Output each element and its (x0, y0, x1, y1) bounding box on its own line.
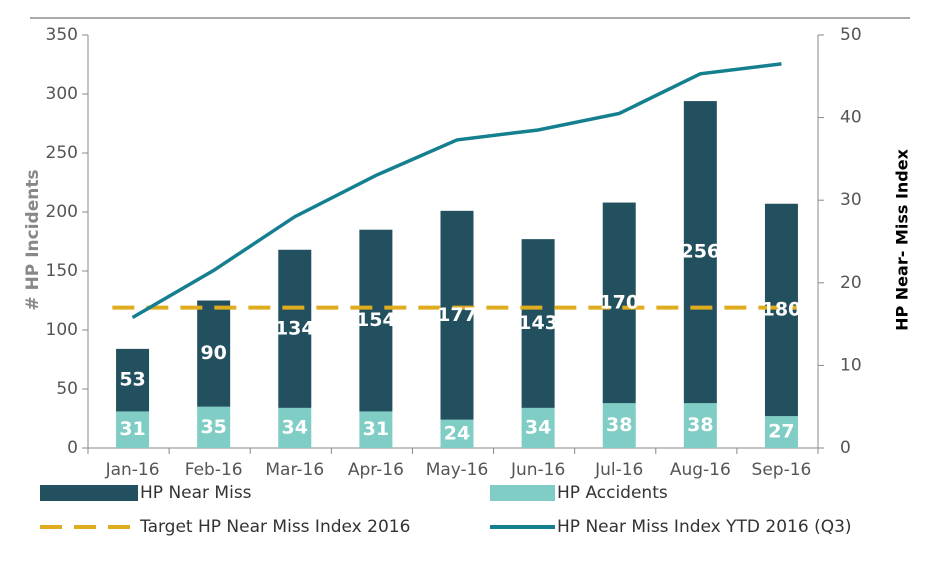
bar-segment (116, 411, 150, 448)
y2-axis-title: HP Near- Miss Index (893, 148, 912, 331)
data-label: 31 (119, 418, 145, 440)
y-tick-label: 100 (46, 320, 78, 340)
bar-segment (359, 229, 393, 412)
x-tick-label: Feb-16 (185, 460, 243, 480)
data-label: 177 (437, 304, 477, 326)
y2-tick-label: 0 (840, 438, 851, 458)
data-label: 31 (363, 418, 389, 440)
data-label: 38 (606, 414, 632, 436)
x-tick-label: Jun-16 (510, 460, 565, 480)
bar-segment (521, 239, 555, 408)
y2-tick-label: 30 (840, 190, 862, 210)
bar-segment (440, 419, 474, 448)
x-tick-label: Apr-16 (348, 460, 404, 480)
data-label: 90 (200, 342, 226, 364)
x-tick-label: Aug-16 (670, 460, 731, 480)
data-label: 34 (525, 416, 551, 438)
data-label: 170 (599, 291, 639, 313)
bar-segment (278, 407, 312, 448)
bar-segment (359, 411, 393, 448)
data-label: 143 (518, 312, 558, 334)
data-label: 256 (680, 241, 720, 263)
y2-tick-label: 50 (840, 25, 862, 45)
legend-label: HP Accidents (557, 483, 668, 503)
y-tick-label: 150 (46, 261, 78, 281)
x-tick-label: Jan-16 (105, 460, 160, 480)
data-label: 38 (687, 414, 713, 436)
data-label: 134 (275, 317, 315, 339)
bar-segment (602, 202, 636, 404)
bar-segment (440, 210, 474, 420)
y-tick-label: 0 (67, 438, 78, 458)
bar-segment (602, 403, 636, 448)
data-label: 24 (444, 422, 470, 444)
bar-segment (683, 101, 717, 404)
data-label: 34 (282, 416, 308, 438)
y-axis-title: # HP Incidents (23, 169, 43, 310)
bar-segment (683, 403, 717, 448)
y-tick-label: 50 (56, 379, 78, 399)
bar-segment (764, 416, 798, 448)
y-tick-label: 350 (46, 25, 78, 45)
bar-segment (278, 249, 312, 408)
x-tick-label: Jul-16 (594, 460, 643, 480)
legend-label: HP Near Miss (140, 483, 252, 503)
bar-segment (764, 203, 798, 417)
legend-label: HP Near Miss Index YTD 2016 (Q3) (557, 517, 852, 537)
y-tick-label: 250 (46, 143, 78, 163)
data-label: 53 (119, 369, 145, 391)
x-tick-label: May-16 (426, 460, 489, 480)
bar-segment (197, 406, 231, 448)
x-tick-label: Mar-16 (265, 460, 324, 480)
bar-segment (521, 407, 555, 448)
legend-swatch (40, 485, 138, 501)
data-label: 180 (762, 298, 802, 320)
y-tick-label: 300 (46, 84, 78, 104)
data-label: 27 (768, 421, 794, 443)
data-label: 35 (200, 416, 226, 438)
y-tick-label: 200 (46, 202, 78, 222)
y2-tick-label: 20 (840, 273, 862, 293)
data-label: 154 (356, 309, 396, 331)
y2-tick-label: 40 (840, 108, 862, 128)
x-tick-label: Sep-16 (752, 460, 812, 480)
bar-segment (116, 348, 150, 412)
y2-tick-label: 10 (840, 355, 862, 375)
legend-swatch (490, 485, 555, 501)
legend-label: Target HP Near Miss Index 2016 (139, 517, 410, 537)
bar-segment (197, 300, 231, 407)
index-line (131, 62, 782, 320)
